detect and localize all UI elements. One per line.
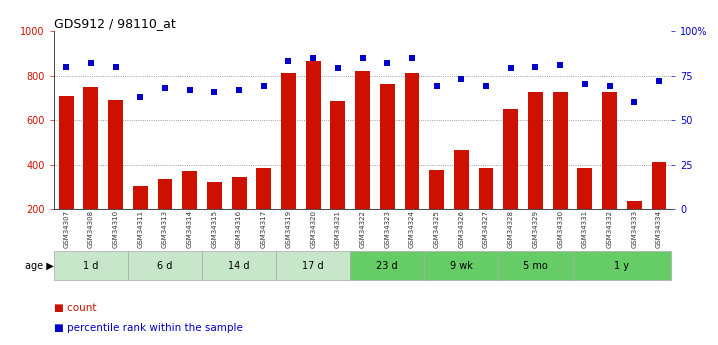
Point — [283, 59, 294, 64]
Bar — [306, 61, 321, 254]
Bar — [232, 177, 246, 254]
Bar — [330, 101, 345, 254]
Bar — [350, 251, 424, 280]
Text: GSM34327: GSM34327 — [483, 210, 489, 248]
Text: ■ percentile rank within the sample: ■ percentile rank within the sample — [54, 323, 243, 333]
Bar — [572, 251, 671, 280]
Point — [381, 60, 393, 66]
Text: GSM34320: GSM34320 — [310, 210, 316, 248]
Point — [159, 85, 171, 91]
Text: GSM34334: GSM34334 — [656, 210, 662, 248]
Text: GSM34326: GSM34326 — [458, 210, 465, 248]
Point — [85, 60, 97, 66]
Text: GSM34314: GSM34314 — [187, 210, 192, 248]
Bar — [479, 168, 493, 254]
Bar — [133, 186, 148, 254]
Bar — [651, 162, 666, 254]
Text: GSM34324: GSM34324 — [409, 210, 415, 248]
Bar — [128, 251, 202, 280]
Text: GSM34307: GSM34307 — [63, 210, 69, 248]
Point — [431, 83, 442, 89]
Text: GSM34328: GSM34328 — [508, 210, 514, 248]
Text: 14 d: 14 d — [228, 261, 250, 271]
Point — [653, 78, 665, 84]
Text: 5 mo: 5 mo — [523, 261, 548, 271]
Text: 9 wk: 9 wk — [450, 261, 473, 271]
Point — [357, 55, 368, 60]
Text: GSM34311: GSM34311 — [137, 210, 144, 248]
Bar — [627, 201, 642, 254]
Bar — [553, 92, 568, 254]
Point — [60, 64, 72, 69]
Bar — [83, 87, 98, 254]
Point — [209, 89, 220, 94]
Point — [530, 64, 541, 69]
Bar — [256, 168, 271, 254]
Text: GSM34323: GSM34323 — [384, 210, 391, 248]
Text: GSM34329: GSM34329 — [533, 210, 538, 248]
Bar — [54, 251, 128, 280]
Text: GSM34313: GSM34313 — [162, 210, 168, 248]
Bar — [454, 150, 469, 254]
Text: GSM34319: GSM34319 — [286, 210, 292, 248]
Bar — [498, 251, 572, 280]
Point — [604, 83, 615, 89]
Bar — [207, 183, 222, 254]
Bar — [276, 251, 350, 280]
Text: GDS912 / 98110_at: GDS912 / 98110_at — [54, 17, 176, 30]
Bar — [182, 171, 197, 254]
Point — [134, 94, 146, 100]
Point — [554, 62, 566, 68]
Point — [480, 83, 492, 89]
Text: age ▶: age ▶ — [25, 261, 54, 271]
Point — [456, 76, 467, 82]
Bar — [380, 85, 395, 254]
Point — [628, 99, 640, 105]
Bar — [59, 96, 74, 254]
Text: GSM34317: GSM34317 — [261, 210, 267, 248]
Text: GSM34321: GSM34321 — [335, 210, 341, 248]
Text: GSM34316: GSM34316 — [236, 210, 242, 248]
Text: GSM34333: GSM34333 — [631, 210, 638, 248]
Point — [307, 55, 319, 60]
Text: ■ count: ■ count — [54, 303, 96, 313]
Bar — [602, 92, 617, 254]
Bar — [108, 100, 123, 254]
Point — [406, 55, 418, 60]
Text: GSM34325: GSM34325 — [434, 210, 439, 248]
Point — [332, 66, 344, 71]
Point — [258, 83, 269, 89]
Text: GSM34310: GSM34310 — [113, 210, 118, 248]
Bar — [355, 71, 370, 254]
Bar — [404, 73, 419, 254]
Text: GSM34322: GSM34322 — [360, 210, 365, 248]
Point — [110, 64, 121, 69]
Bar — [503, 109, 518, 254]
Text: 17 d: 17 d — [302, 261, 324, 271]
Text: 1 d: 1 d — [83, 261, 98, 271]
Text: 6 d: 6 d — [157, 261, 173, 271]
Point — [184, 87, 195, 92]
Bar — [157, 179, 172, 254]
Bar — [281, 73, 296, 254]
Text: 23 d: 23 d — [376, 261, 398, 271]
Bar — [202, 251, 276, 280]
Text: GSM34332: GSM34332 — [607, 210, 612, 248]
Bar — [424, 251, 498, 280]
Point — [579, 82, 591, 87]
Point — [505, 66, 516, 71]
Text: GSM34315: GSM34315 — [211, 210, 218, 248]
Text: 1 y: 1 y — [615, 261, 630, 271]
Bar — [429, 170, 444, 254]
Bar — [528, 92, 543, 254]
Text: GSM34308: GSM34308 — [88, 210, 94, 248]
Bar — [577, 168, 592, 254]
Text: GSM34330: GSM34330 — [557, 210, 563, 248]
Text: GSM34331: GSM34331 — [582, 210, 588, 248]
Point — [233, 87, 245, 92]
